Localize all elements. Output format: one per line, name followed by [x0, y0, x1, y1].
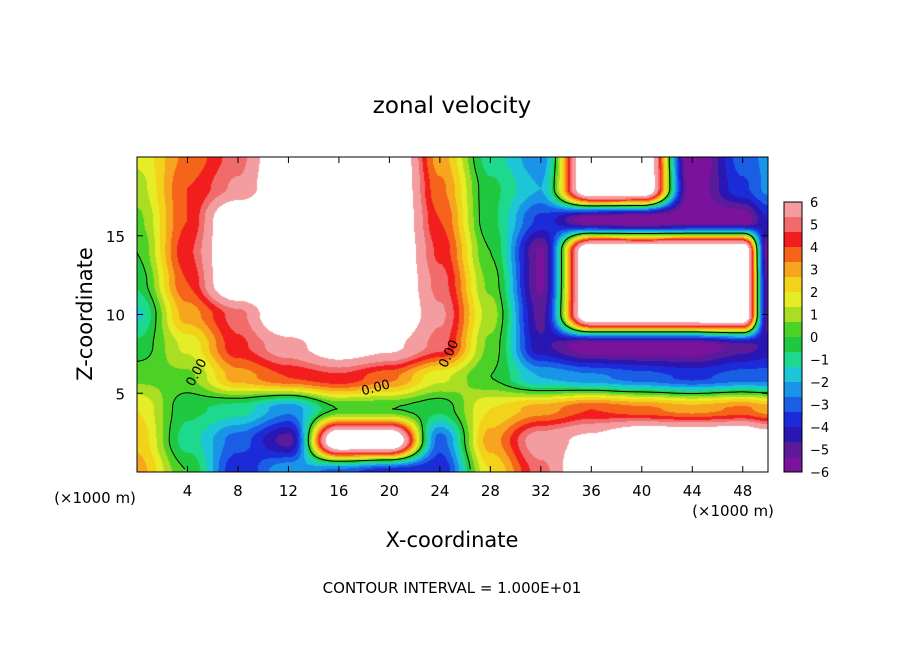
y-tick-label: 15 — [106, 228, 125, 246]
colorbar-tick-label: −1 — [810, 354, 829, 369]
y-axis: 5 10 15 — [106, 228, 768, 403]
contour-level-0 — [136, 156, 767, 470]
colorbar-tick-label: 0 — [810, 331, 818, 346]
colorbar-swatch — [784, 442, 802, 458]
x-axis-title: X-coordinate — [386, 528, 519, 552]
colorbar-tick-label: −2 — [810, 376, 829, 391]
colorbar-tick-label: −5 — [810, 444, 829, 459]
x-tick-label: 24 — [430, 482, 449, 500]
x-tick-label: 8 — [233, 482, 243, 500]
colorbar-tick-label: −4 — [810, 421, 829, 436]
contour-interval-footer: CONTOUR INTERVAL = 1.000E+01 — [323, 579, 582, 597]
colorbar-swatch — [784, 307, 802, 323]
colorbar-swatch — [784, 352, 802, 368]
x-tick-label: 4 — [183, 482, 193, 500]
plot-area: 0.00 0.000.00 — [136, 156, 769, 473]
colorbar-swatch — [784, 217, 802, 233]
colorbar-tick-label: 1 — [810, 309, 818, 324]
contour-label: 0.00 — [360, 377, 392, 399]
x-tick-label: 32 — [531, 482, 550, 500]
x-tick-label: 28 — [481, 482, 500, 500]
colorbar-swatch — [784, 367, 802, 383]
colorbar-swatch — [784, 412, 802, 428]
colorbar-tick-label: 5 — [810, 219, 818, 234]
colorbar-swatch — [784, 382, 802, 398]
colorbar-swatch — [784, 247, 802, 263]
x-tick-label: 20 — [380, 482, 399, 500]
colorbar-swatch — [784, 457, 802, 473]
x-tick-label: 16 — [329, 482, 348, 500]
x-unit-label-right: (×1000 m) — [692, 502, 774, 520]
colorbar-swatch — [784, 262, 802, 278]
colorbar-tick-label: −6 — [810, 466, 829, 481]
colorbar-swatch — [784, 232, 802, 248]
x-tick-label: 48 — [733, 482, 752, 500]
colorbar: 6 5 4 3 2 1 0 −1 −2 −3 −4 −5 −6 — [783, 196, 829, 481]
colorbar-swatch — [784, 427, 802, 443]
chart-title: zonal velocity — [373, 93, 531, 119]
colorbar-tick-label: −3 — [810, 399, 829, 414]
x-tick-label: 44 — [683, 482, 702, 500]
colorbar-tick-label: 2 — [810, 286, 818, 301]
colorbar-swatch — [784, 397, 802, 413]
x-tick-label: 36 — [582, 482, 601, 500]
colorbar-swatch — [784, 277, 802, 293]
colorbar-swatch — [784, 337, 802, 353]
colorbar-frame — [783, 201, 803, 473]
colorbar-swatch — [784, 322, 802, 338]
x-unit-label-left: (×1000 m) — [54, 489, 136, 507]
velocity-field — [137, 157, 768, 472]
y-tick-label: 10 — [106, 307, 125, 325]
colorbar-tick-label: 6 — [810, 196, 818, 211]
colorbar-swatch — [784, 292, 802, 308]
colorbar-swatch — [784, 202, 802, 218]
colorbar-tick-label: 4 — [810, 241, 818, 256]
y-tick-label: 5 — [115, 385, 125, 403]
x-axis: 4 8 12 16 20 24 28 32 36 40 44 48 — [183, 157, 752, 500]
x-tick-label: 12 — [279, 482, 298, 500]
colorbar-tick-label: 3 — [810, 264, 818, 279]
y-axis-title: Z-coordinate — [73, 247, 97, 381]
x-tick-label: 40 — [632, 482, 651, 500]
